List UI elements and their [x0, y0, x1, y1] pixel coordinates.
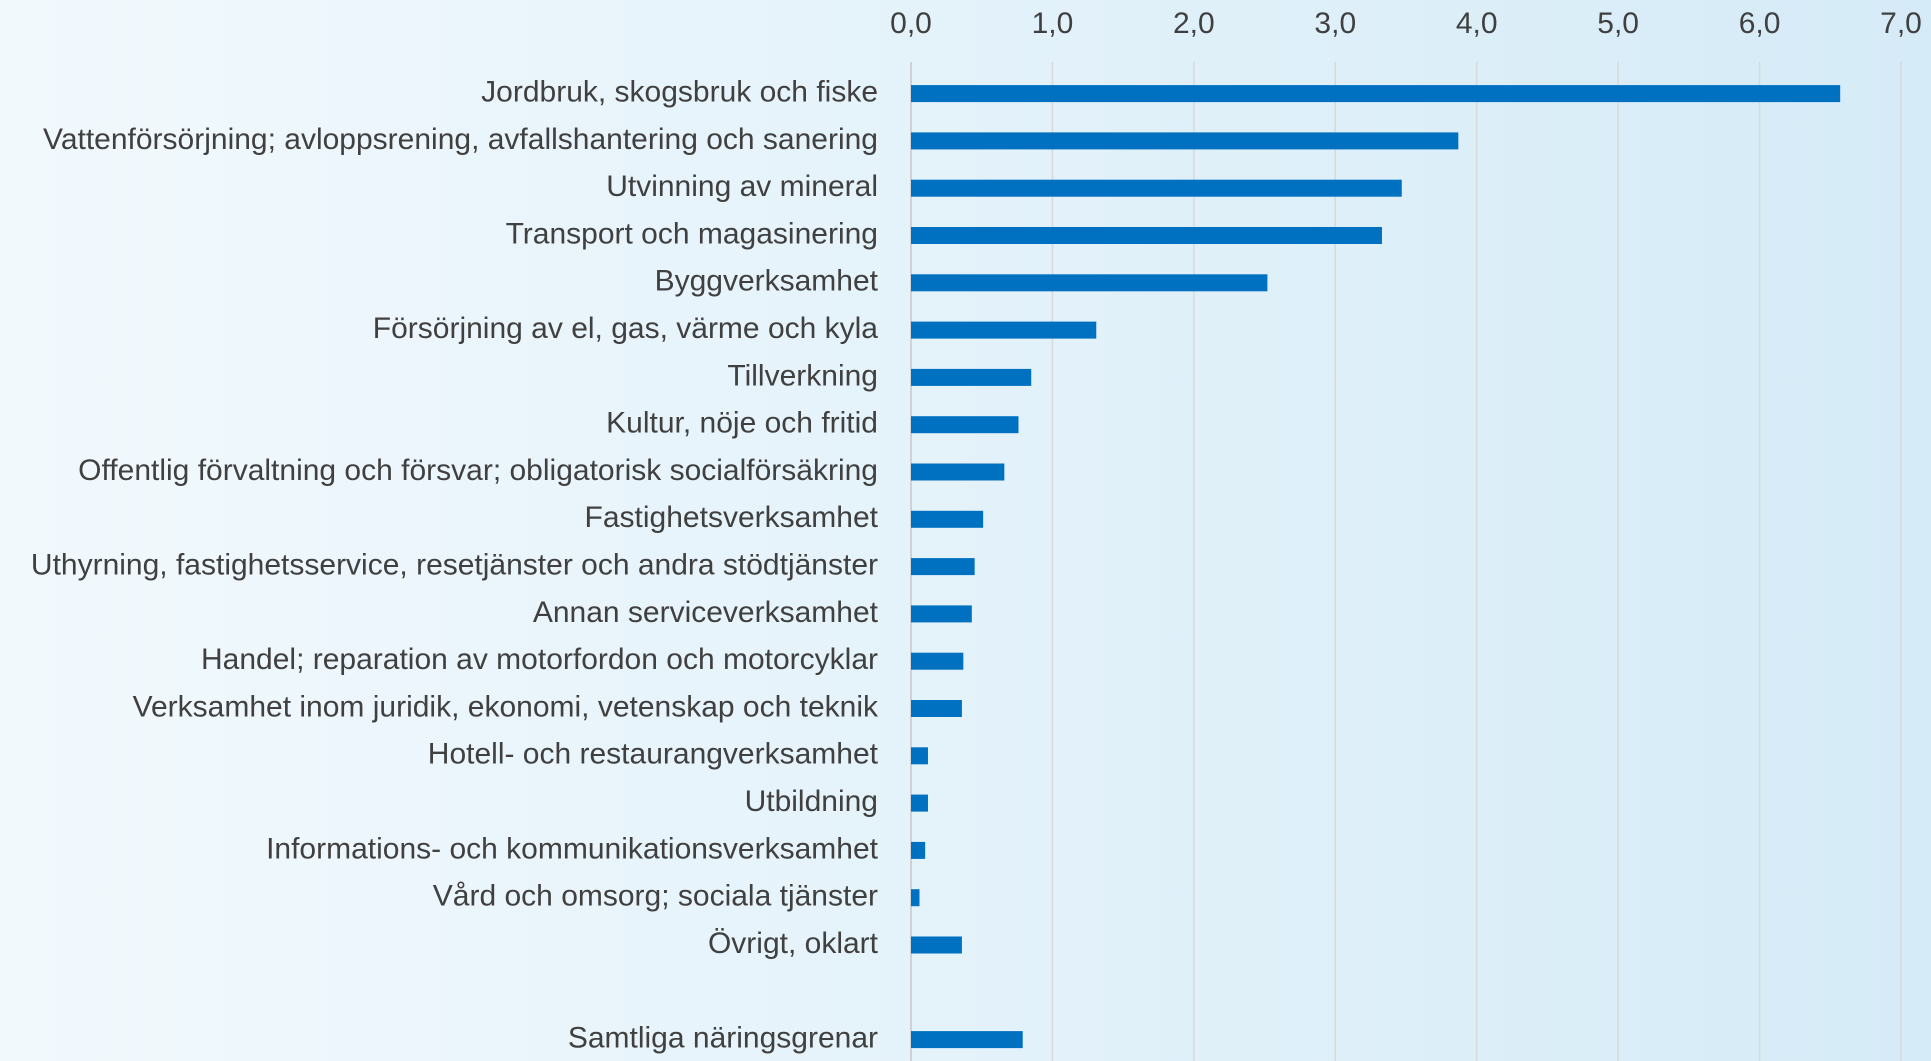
bar — [911, 841, 926, 859]
x-tick-label: 4,0 — [1456, 7, 1498, 40]
y-tick-label: Tillverkning — [727, 359, 878, 392]
bar — [911, 85, 1841, 103]
y-tick-label: Vård och omsorg; sociala tjänster — [433, 880, 878, 913]
y-tick-label: Offentlig förvaltning och försvar; oblig… — [78, 454, 878, 487]
y-tick-label: Byggverksamhet — [655, 265, 879, 298]
bar — [911, 463, 1005, 481]
y-tick-label: Utbildning — [745, 785, 878, 818]
y-tick-label: Kultur, nöje och fritid — [606, 407, 878, 440]
y-tick-label: Annan serviceverksamhet — [533, 596, 879, 629]
x-tick-label: 3,0 — [1314, 7, 1356, 40]
bar — [911, 274, 1268, 292]
y-tick-label: Handel; reparation av motorfordon och mo… — [201, 643, 878, 676]
bar — [911, 179, 1402, 197]
y-tick-label: Informations- och kommunikationsverksamh… — [266, 832, 879, 865]
y-tick-label: Verksamhet inom juridik, ekonomi, vetens… — [133, 690, 879, 723]
y-tick-label: Utvinning av mineral — [606, 170, 878, 203]
bar — [911, 416, 1019, 434]
bar — [911, 700, 962, 717]
x-tick-label: 6,0 — [1739, 7, 1781, 40]
y-tick-label: Jordbruk, skogsbruk och fiske — [481, 76, 878, 109]
y-tick-label: Vattenförsörjning; avloppsrening, avfall… — [43, 123, 878, 156]
bar — [911, 605, 972, 623]
bar — [911, 227, 1382, 244]
y-tick-label: Samtliga näringsgrenar — [568, 1022, 878, 1055]
bar — [911, 510, 984, 528]
bar — [911, 652, 964, 670]
x-tick-label: 1,0 — [1032, 7, 1074, 40]
bar — [911, 794, 928, 812]
bar — [911, 321, 1097, 339]
bar — [911, 747, 928, 765]
bar — [911, 368, 1032, 386]
x-tick-label: 2,0 — [1173, 7, 1215, 40]
y-tick-label: Försörjning av el, gas, värme och kyla — [373, 312, 879, 345]
y-tick-label: Hotell- och restaurangverksamhet — [428, 738, 879, 771]
x-tick-label: 0,0 — [890, 7, 932, 40]
x-tick-label: 7,0 — [1880, 7, 1922, 40]
y-tick-label: Fastighetsverksamhet — [585, 501, 879, 534]
bar — [911, 558, 975, 576]
y-tick-label: Uthyrning, fastighetsservice, resetjänst… — [31, 549, 878, 582]
bar — [911, 132, 1459, 150]
bar — [911, 936, 962, 954]
bar — [911, 889, 920, 907]
y-tick-label: Övrigt, oklart — [708, 927, 879, 960]
y-tick-label: Transport och magasinering — [506, 217, 878, 250]
bar — [911, 1031, 1023, 1049]
x-tick-label: 5,0 — [1597, 7, 1639, 40]
